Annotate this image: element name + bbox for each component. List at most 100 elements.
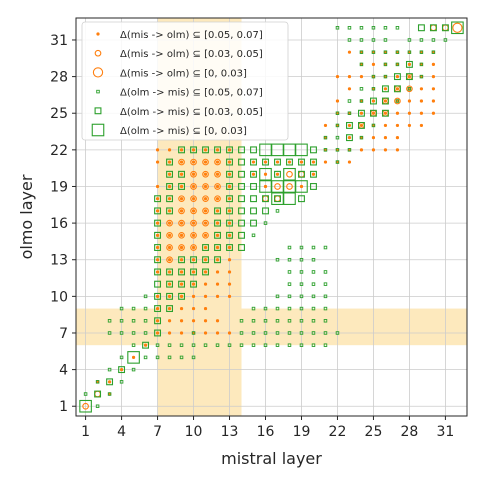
marker-mis-olm	[215, 282, 220, 286]
marker-mis-olm	[178, 207, 185, 215]
marker-olm-mis	[369, 97, 377, 105]
marker-olm-mis	[239, 331, 244, 335]
y-tick-label: 1	[59, 399, 68, 415]
marker-olm-mis	[299, 282, 304, 286]
marker-mis-olm	[191, 258, 196, 262]
marker-mis-olm	[190, 170, 197, 178]
marker-mis-olm	[203, 258, 208, 262]
marker-mis-olm	[167, 319, 172, 323]
marker-olm-mis	[287, 257, 292, 262]
marker-mis-olm	[431, 87, 436, 91]
marker-mis-olm	[179, 294, 184, 298]
marker-olm-mis	[323, 148, 328, 152]
marker-olm-mis	[166, 170, 174, 178]
marker-olm-mis	[143, 355, 148, 360]
marker-olm-mis	[95, 404, 100, 408]
marker-olm-mis	[359, 50, 364, 54]
marker-olm-mis	[119, 331, 124, 335]
marker-olm-mis	[251, 331, 256, 335]
marker-mis-olm	[263, 160, 268, 164]
marker-olm-mis	[154, 219, 162, 227]
marker-olm-mis	[311, 306, 316, 311]
marker-olm-mis	[131, 331, 136, 335]
marker-mis-olm	[155, 197, 160, 201]
marker-mis-olm	[214, 158, 221, 166]
marker-mis-olm	[203, 172, 208, 176]
marker-olm-mis	[405, 60, 413, 68]
marker-olm-mis	[250, 207, 257, 215]
marker-mis-olm	[202, 231, 209, 239]
x-tick-label: 7	[153, 424, 162, 440]
x-tick-label: 25	[365, 424, 383, 440]
y-tick-label: 25	[50, 106, 68, 122]
marker-mis-olm	[191, 209, 196, 213]
marker-olm-mis	[250, 183, 257, 190]
marker-mis-olm	[96, 32, 100, 36]
x-tick-label: 31	[436, 424, 454, 440]
marker-mis-olm	[431, 111, 436, 115]
marker-olm-mis	[203, 343, 208, 347]
marker-mis-olm	[203, 306, 208, 311]
y-tick-label: 4	[59, 363, 68, 379]
marker-olm-mis	[251, 306, 256, 311]
marker-mis-olm	[215, 221, 220, 225]
marker-olm-mis	[359, 135, 364, 140]
marker-mis-olm	[190, 195, 197, 203]
marker-mis-olm	[215, 331, 220, 335]
marker-olm-mis	[190, 256, 197, 264]
marker-mis-olm	[179, 319, 184, 323]
marker-olm-mis	[287, 306, 292, 311]
marker-olm-mis	[298, 158, 305, 166]
x-axis-label: mistral layer	[221, 449, 322, 468]
marker-olm-mis	[214, 146, 221, 154]
marker-olm-mis	[226, 195, 233, 203]
marker-olm-mis	[166, 183, 174, 190]
legend-box	[81, 21, 289, 141]
marker-olm-mis	[323, 294, 328, 299]
marker-mis-olm	[179, 282, 184, 286]
marker-olm-mis	[299, 343, 304, 347]
legend: Δ(mis -> olm) ⊆ [0.05, 0.07] Δ(mis -> olm…	[81, 21, 289, 141]
marker-olm-mis	[251, 343, 256, 347]
marker-mis-olm	[227, 172, 232, 176]
legend-entry-label: Δ(mis -> olm) ⊆ [0.05, 0.07]	[120, 30, 263, 41]
marker-olm-mis	[190, 280, 197, 288]
marker-mis-olm	[167, 331, 172, 335]
marker-mis-olm	[191, 160, 196, 164]
marker-mis-olm	[383, 123, 388, 128]
marker-mis-olm	[263, 184, 268, 189]
marker-olm-mis	[118, 366, 126, 374]
marker-olm-mis	[262, 195, 269, 203]
marker-mis-olm	[155, 245, 160, 250]
marker-olm-mis	[275, 209, 280, 213]
marker-olm-mis	[395, 99, 400, 103]
marker-mis-olm	[395, 136, 400, 140]
marker-olm-mis	[107, 331, 112, 335]
marker-mis-olm	[202, 219, 209, 227]
marker-mis-olm	[311, 172, 316, 176]
marker-olm-mis	[311, 282, 316, 286]
x-tick-label: 19	[293, 424, 311, 440]
marker-olm-mis	[287, 282, 292, 286]
marker-mis-olm	[407, 123, 412, 128]
marker-olm-mis	[323, 319, 328, 323]
legend-entry-label: Δ(olm -> mis) ⊆ [0.05, 0.07]	[120, 88, 263, 99]
marker-mis-olm	[214, 183, 221, 190]
marker-olm-mis	[178, 268, 185, 276]
marker-mis-olm	[179, 221, 184, 225]
marker-olm-mis	[347, 111, 352, 115]
marker-mis-olm	[167, 306, 172, 311]
marker-olm-mis	[226, 207, 233, 215]
marker-mis-olm	[179, 172, 184, 176]
marker-mis-olm	[323, 160, 328, 164]
marker-mis-olm	[311, 160, 316, 164]
marker-mis-olm	[155, 221, 160, 225]
marker-mis-olm	[155, 331, 160, 335]
marker-olm-mis	[299, 331, 304, 335]
marker-mis-olm	[191, 270, 196, 274]
marker-mis-olm	[203, 148, 208, 152]
marker-mis-olm	[190, 158, 197, 166]
marker-olm-mis	[371, 123, 376, 128]
marker-olm-mis	[393, 85, 401, 93]
marker-olm-mis	[238, 219, 245, 227]
